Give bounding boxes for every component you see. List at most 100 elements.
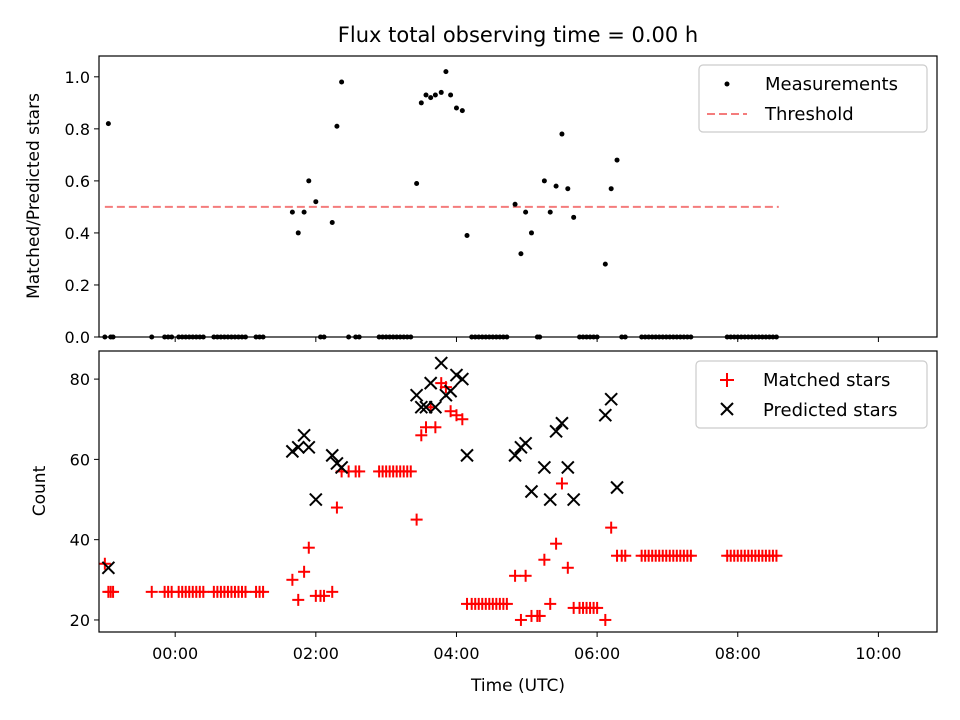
measurement-point: [547, 209, 553, 215]
ratio-y-tick-label: 0.2: [65, 276, 90, 295]
predicted-star-point: [101, 561, 116, 575]
matched-star-point: [770, 549, 783, 562]
measurement-point: [614, 157, 620, 163]
measurement-point: [306, 178, 312, 184]
measurement-point: [459, 108, 465, 114]
predicted-star-point: [604, 392, 618, 406]
measurement-point: [512, 201, 518, 207]
matched-star-point: [500, 597, 513, 610]
measurement-point: [602, 261, 608, 267]
count-x-ticks: 00:00 02:00 04:00 06:00 08:00 10:00: [152, 632, 901, 663]
predicted-star-point: [455, 372, 470, 386]
ratio-y-tick-label: 0.8: [65, 120, 90, 139]
predicted-star-point: [309, 492, 323, 507]
matched-star-point: [197, 585, 210, 598]
predicted-star-point: [508, 448, 522, 463]
predicted-star-point: [449, 368, 464, 382]
measurement-point: [334, 123, 340, 129]
legend-threshold-label: Threshold: [764, 104, 854, 125]
predicted-star-point: [524, 484, 539, 499]
matched-star-point: [318, 589, 331, 602]
predicted-star-point: [302, 440, 316, 455]
matched-star-point: [519, 569, 532, 582]
matched-star-point: [550, 537, 563, 550]
measurement-point: [523, 209, 529, 215]
count-marks: [98, 356, 783, 626]
measurement-point: [553, 183, 559, 189]
predicted-star-point: [598, 408, 613, 422]
measurement-point: [418, 100, 424, 106]
predicted-star-point: [537, 460, 552, 475]
measurement-point: [432, 92, 438, 98]
measurement-point: [443, 69, 449, 75]
x-tick-label: 06:00: [574, 644, 620, 663]
matched-star-point: [239, 585, 252, 598]
matched-star-point: [599, 613, 612, 626]
ratio-y-axis-label: Matched/Predicted stars: [24, 93, 44, 299]
measurement-point: [428, 95, 434, 101]
count-y-ticks: 20 40 60 80: [70, 370, 99, 630]
ratio-x-ticks: [174, 337, 879, 342]
matched-star-point: [555, 477, 568, 490]
x-tick-label: 10:00: [855, 644, 901, 663]
predicted-star-point: [566, 492, 581, 507]
ratio-panel: 0.0 0.2 0.4 0.6 0.8 1.0 Matched/Predicted sta…: [24, 55, 938, 347]
measurement-point: [518, 251, 524, 257]
legend-matched-label: Matched stars: [763, 370, 890, 391]
predicted-star-point: [555, 416, 569, 430]
matched-star-point: [410, 513, 423, 526]
matched-star-point: [544, 597, 557, 610]
predicted-star-point: [285, 444, 300, 459]
x-axis-label: Time (UTC): [470, 676, 565, 696]
count-y-tick-label: 20: [70, 611, 90, 630]
predicted-star-point: [409, 388, 424, 402]
x-tick-label: 08:00: [715, 644, 761, 663]
matched-star-point: [404, 465, 417, 478]
predicted-star-point: [561, 460, 575, 475]
count-axes-frame: [98, 350, 938, 633]
count-y-axis-label: Count: [30, 465, 50, 516]
predicted-star-point: [434, 356, 448, 370]
predicted-star-point: [423, 376, 438, 390]
ratio-marks: [102, 69, 779, 340]
matched-star-point: [533, 609, 546, 622]
ratio-y-tick-label: 1.0: [65, 68, 90, 87]
predicted-star-point: [428, 400, 443, 414]
matched-star-point: [538, 553, 551, 566]
predicted-star-point: [543, 492, 557, 507]
matched-star-point: [684, 549, 697, 562]
matched-star-point: [330, 501, 343, 514]
matched-star-point: [415, 429, 428, 442]
ratio-legend: Measurements Threshold: [698, 64, 928, 133]
predicted-star-point: [549, 424, 563, 438]
matched-star-point: [509, 569, 522, 582]
predicted-star-point: [518, 436, 533, 451]
x-tick-label: 02:00: [293, 644, 339, 663]
predicted-star-point: [297, 428, 311, 443]
matched-star-point: [298, 565, 311, 578]
predicted-star-point: [443, 384, 458, 398]
count-legend: Matched stars Predicted stars: [695, 360, 928, 429]
count-y-tick-label: 80: [70, 370, 90, 389]
measurement-point: [528, 230, 534, 236]
measurement-point: [453, 105, 459, 111]
matched-star-point: [456, 413, 469, 426]
count-y-tick-label: 40: [70, 531, 90, 550]
ratio-y-tick-label: 0.4: [65, 224, 90, 243]
measurement-point: [464, 233, 470, 239]
measurement-point: [565, 186, 571, 192]
matched-star-point: [257, 585, 270, 598]
ratio-y-tick-label: 0.0: [65, 328, 90, 347]
predicted-star-point: [460, 448, 474, 463]
ratio-axes-frame: [98, 55, 938, 338]
measurement-point: [289, 209, 295, 215]
legend-matched-marker: [720, 373, 734, 387]
x-tick-label: 04:00: [433, 644, 479, 663]
matched-star-point: [302, 541, 315, 554]
matched-star-point: [591, 601, 604, 614]
ratio-y-tick-label: 0.6: [65, 172, 90, 191]
matched-star-point: [145, 585, 158, 598]
legend-predicted-label: Predicted stars: [763, 400, 897, 421]
